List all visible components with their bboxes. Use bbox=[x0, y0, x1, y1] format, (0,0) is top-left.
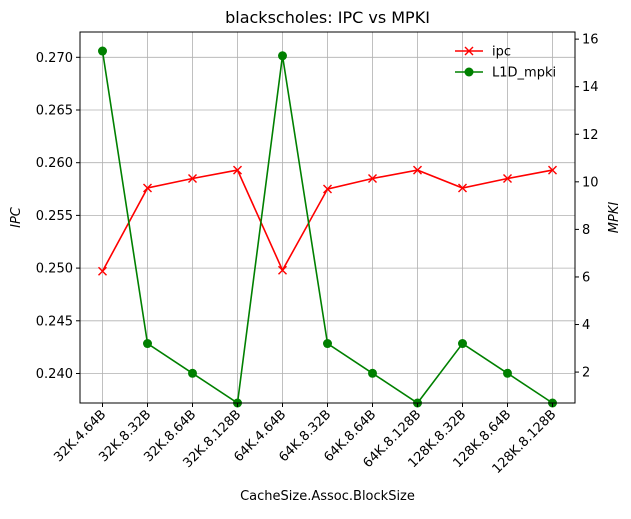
ticks: 32K.4.64B32K.8.32B32K.8.64B32K.8.128B64K… bbox=[36, 33, 599, 477]
y-tick-label-left: 0.245 bbox=[36, 314, 73, 329]
x-marker-stroke bbox=[548, 165, 557, 175]
data-point-ipc bbox=[323, 184, 332, 194]
y-tick-label-right: 4 bbox=[582, 318, 590, 333]
data-point-L1D_mpki bbox=[278, 51, 287, 61]
y-tick-label-left: 0.265 bbox=[36, 103, 73, 118]
x-marker-stroke bbox=[368, 174, 377, 183]
y-tick-label-right: 10 bbox=[582, 175, 599, 190]
data-point-L1D_mpki bbox=[98, 46, 107, 56]
y-axis-label-left: IPC bbox=[9, 206, 24, 228]
legend-label-ipc: ipc bbox=[492, 45, 511, 60]
y-axis-label-right: MPKI bbox=[607, 202, 622, 234]
y-tick-label-right: 6 bbox=[582, 270, 590, 285]
x-marker-stroke bbox=[188, 174, 197, 183]
x-marker-stroke bbox=[278, 265, 287, 275]
data-point-ipc bbox=[548, 165, 557, 175]
x-marker-stroke bbox=[323, 184, 332, 194]
y-tick-label-left: 0.255 bbox=[36, 209, 73, 224]
data-point-ipc bbox=[188, 174, 197, 183]
legend-label-L1D_mpki: L1D_mpki bbox=[492, 66, 556, 81]
y-tick-label-left: 0.240 bbox=[36, 367, 73, 382]
grid bbox=[80, 32, 575, 403]
x-marker-stroke bbox=[233, 165, 242, 175]
y-tick-label-left: 0.260 bbox=[36, 156, 73, 171]
x-marker-stroke bbox=[458, 183, 467, 193]
y-tick-label-right: 16 bbox=[582, 33, 599, 48]
x-marker-stroke bbox=[98, 266, 107, 276]
y-tick-label-left: 0.250 bbox=[36, 262, 73, 277]
data-point-ipc bbox=[98, 266, 107, 276]
data-point-L1D_mpki bbox=[188, 368, 197, 378]
x-axis-label: CacheSize.Assoc.BlockSize bbox=[240, 489, 415, 504]
data-point-L1D_mpki bbox=[323, 339, 332, 349]
x-marker-stroke bbox=[413, 165, 422, 175]
legend-marker-L1D_mpki bbox=[464, 67, 474, 77]
x-marker-stroke bbox=[143, 183, 152, 193]
y-tick-label-left: 0.270 bbox=[36, 51, 73, 66]
data-point-ipc bbox=[503, 174, 512, 183]
data-point-ipc bbox=[278, 265, 287, 275]
x-marker-stroke bbox=[503, 174, 512, 183]
chart-title: blackscholes: IPC vs MPKI bbox=[225, 8, 430, 27]
data-point-ipc bbox=[458, 183, 467, 193]
series-layer bbox=[98, 46, 557, 408]
y-tick-label-right: 14 bbox=[582, 80, 599, 95]
legend: ipc L1D_mpki bbox=[455, 45, 556, 81]
legend-marker-ipc bbox=[464, 46, 474, 56]
data-point-L1D_mpki bbox=[368, 368, 377, 378]
data-point-ipc bbox=[143, 183, 152, 193]
data-point-ipc bbox=[413, 165, 422, 175]
data-point-ipc bbox=[233, 165, 242, 175]
y-tick-label-right: 8 bbox=[582, 223, 590, 238]
data-point-L1D_mpki bbox=[503, 368, 512, 378]
data-point-L1D_mpki bbox=[458, 339, 467, 349]
y-tick-label-right: 2 bbox=[582, 366, 590, 381]
data-point-ipc bbox=[368, 174, 377, 183]
data-point-L1D_mpki bbox=[143, 339, 152, 349]
y-tick-label-right: 12 bbox=[582, 128, 599, 143]
